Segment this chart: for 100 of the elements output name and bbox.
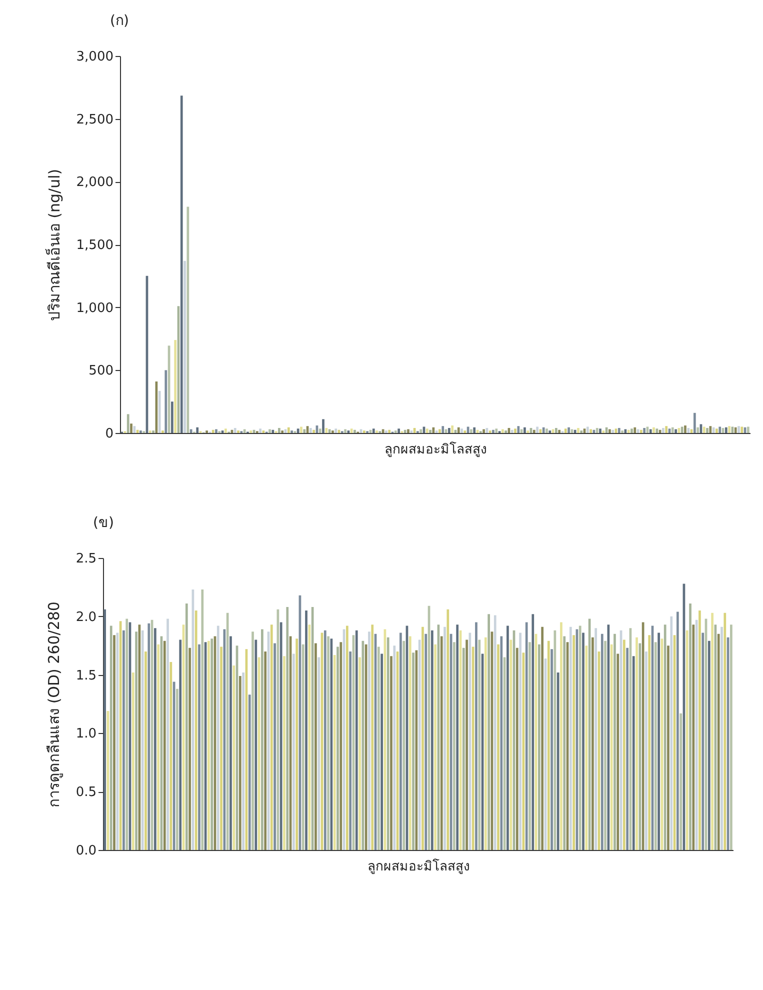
bar	[592, 637, 594, 850]
bar	[698, 610, 701, 850]
y-axis-title: การดูดกลืนแสง (OD) 260/280	[44, 602, 63, 808]
bar	[738, 426, 740, 433]
bar	[696, 427, 700, 433]
bar	[686, 630, 688, 850]
bar	[170, 662, 172, 850]
bar	[602, 430, 605, 433]
bar	[322, 419, 324, 433]
bar	[435, 430, 438, 433]
y-tick-label: 2,500	[76, 112, 114, 128]
bar	[116, 632, 119, 850]
bar	[711, 612, 714, 850]
bar	[547, 640, 550, 850]
bar	[388, 430, 391, 433]
bar	[434, 644, 436, 850]
bar	[196, 427, 199, 433]
bar	[636, 637, 638, 850]
bar	[248, 694, 251, 850]
bar	[368, 632, 370, 850]
bar	[580, 430, 583, 433]
bar	[170, 402, 174, 433]
bar	[532, 430, 536, 433]
y-tick-label: 2.5	[76, 552, 96, 566]
bar	[201, 590, 204, 850]
bar	[526, 430, 530, 433]
bar	[546, 428, 548, 433]
bar	[656, 428, 658, 433]
bar	[473, 427, 476, 433]
bar	[484, 637, 487, 850]
bar	[488, 430, 492, 433]
bar	[684, 425, 686, 433]
bar	[380, 654, 383, 850]
bar	[626, 648, 628, 850]
bar	[404, 430, 406, 433]
bar	[412, 652, 414, 850]
bar	[308, 624, 311, 850]
bar	[334, 428, 338, 433]
bar	[600, 634, 604, 850]
bar	[303, 429, 306, 433]
bar	[215, 429, 218, 433]
bar	[470, 429, 472, 433]
bar	[212, 430, 214, 433]
bar	[604, 640, 606, 850]
x-axis-title: ลูกผสมอะมิโลสสูง	[384, 442, 486, 458]
bar	[560, 622, 562, 850]
bar	[349, 651, 352, 850]
bar	[418, 640, 421, 850]
bar	[585, 646, 588, 850]
bar	[554, 630, 556, 850]
bar	[563, 636, 566, 850]
bar	[542, 427, 545, 433]
bar	[524, 427, 526, 433]
bar	[568, 427, 570, 433]
bar	[724, 612, 726, 850]
bar	[426, 428, 428, 433]
bar	[230, 636, 232, 850]
bar	[385, 430, 388, 433]
bar	[336, 646, 339, 850]
bar	[354, 430, 356, 433]
bar	[104, 609, 106, 850]
bar	[344, 429, 346, 433]
bar	[634, 427, 636, 433]
y-tick-label: 1.0	[76, 726, 96, 742]
bar	[506, 626, 509, 850]
bar	[276, 609, 280, 850]
bar	[166, 618, 169, 850]
bar	[300, 426, 302, 433]
bar	[578, 626, 582, 850]
bar	[393, 646, 396, 850]
bar	[302, 644, 304, 850]
bar	[292, 654, 295, 850]
bar	[440, 636, 443, 850]
bar	[259, 428, 262, 433]
y-tick-label: 2,000	[76, 175, 114, 190]
bar	[702, 426, 706, 433]
bar	[318, 428, 322, 433]
bar	[340, 642, 342, 850]
bar	[324, 630, 326, 850]
bar	[194, 610, 198, 850]
bar	[667, 646, 670, 850]
bar	[692, 624, 695, 850]
bar	[208, 640, 210, 850]
bar	[451, 425, 454, 433]
y-tick-label: 1,000	[76, 300, 114, 316]
bar	[346, 626, 348, 850]
bar	[287, 427, 290, 433]
bar	[278, 428, 280, 433]
bar	[610, 644, 613, 850]
bar	[500, 636, 503, 850]
bar	[570, 429, 574, 433]
bar	[680, 713, 682, 850]
bar	[314, 643, 317, 850]
bar	[157, 644, 160, 850]
y-tick-label: 1,500	[76, 238, 114, 253]
bar	[148, 623, 150, 850]
bar	[407, 429, 410, 433]
bar	[355, 630, 358, 850]
bar	[472, 646, 474, 850]
bar	[662, 428, 664, 433]
